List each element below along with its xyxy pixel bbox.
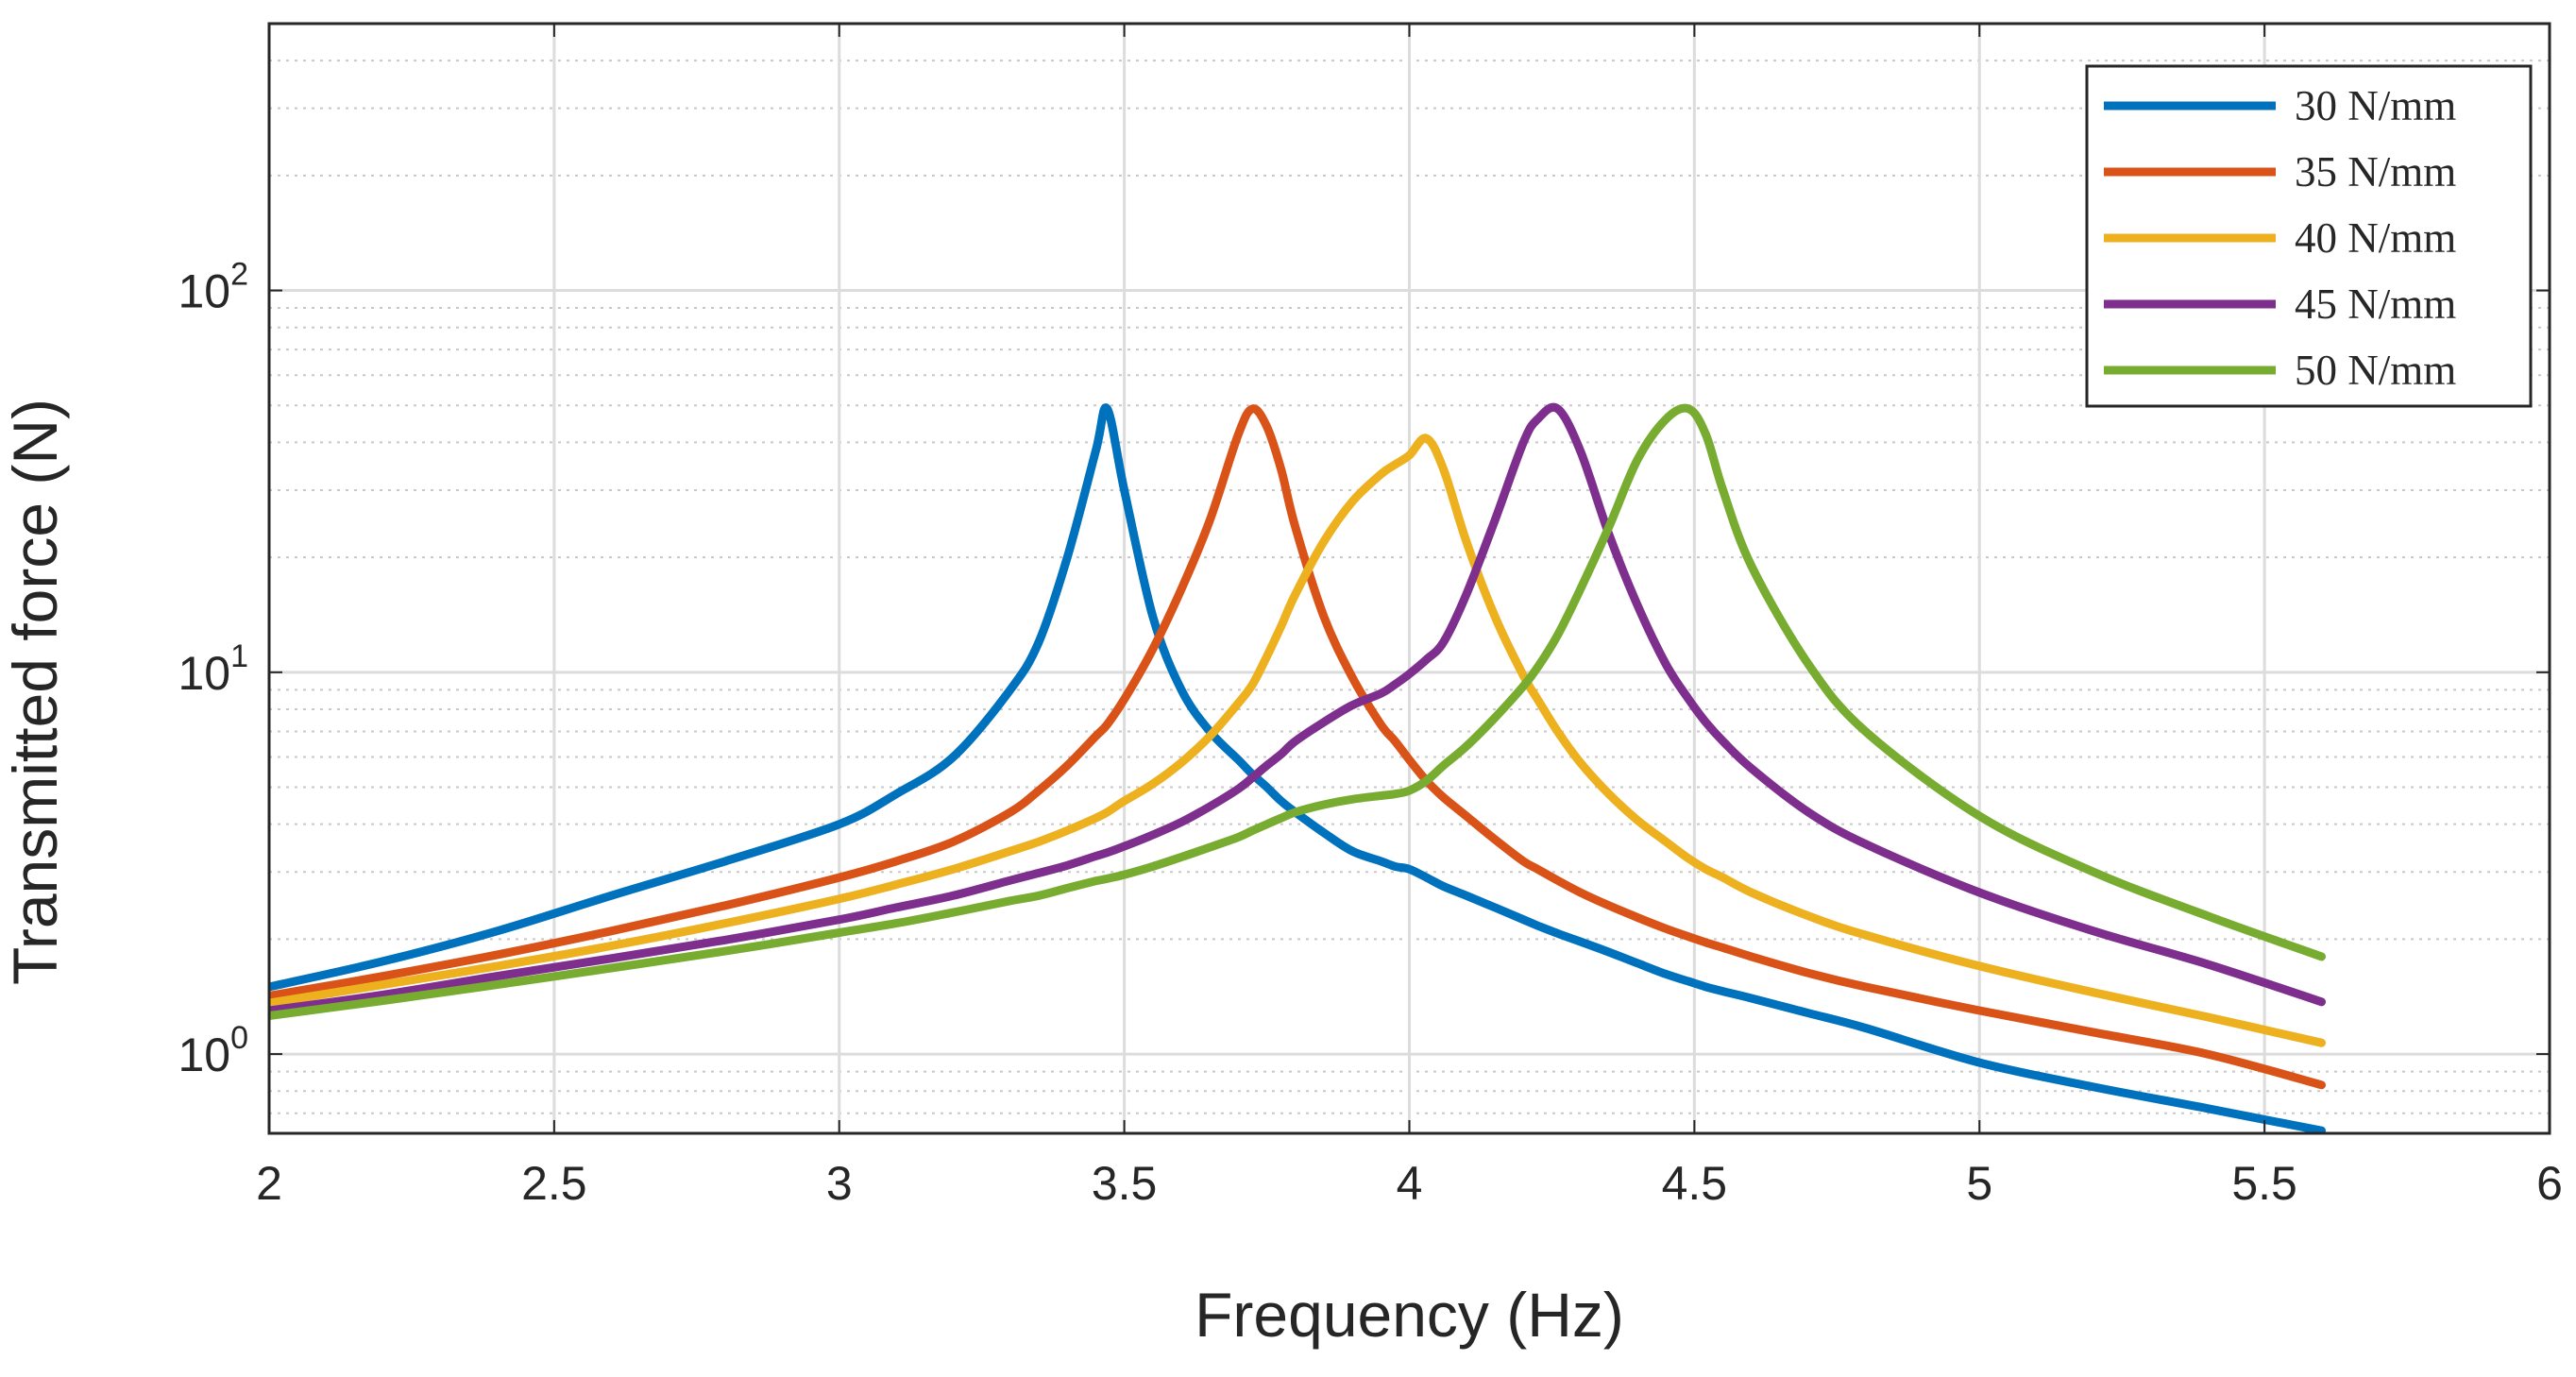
x-tick-label: 5.5	[2231, 1157, 2297, 1210]
legend-label: 35 N/mm	[2295, 148, 2456, 196]
series-line-30-n-mm	[269, 403, 2326, 1133]
x-tick-label: 4	[1397, 1157, 1423, 1210]
legend-label: 45 N/mm	[2295, 280, 2456, 328]
x-tick-label: 3	[826, 1157, 853, 1210]
legend-label: 40 N/mm	[2295, 214, 2456, 262]
x-tick-label: 4.5	[1662, 1157, 1728, 1210]
legend-label: 50 N/mm	[2295, 347, 2456, 394]
x-tick-label: 5	[1966, 1157, 1992, 1210]
axes	[267, 22, 2551, 1135]
series-line-35-n-mm	[269, 404, 2326, 1090]
x-tick-labels: 2 2.5 3 3.5 4 4.5 5 5.5 6	[256, 1157, 2563, 1210]
series-line-45-n-mm	[269, 402, 2326, 1015]
x-tick-label: 3.5	[1092, 1157, 1158, 1210]
series-line-40-n-mm	[269, 434, 2326, 1047]
x-tick-label: 2	[256, 1157, 282, 1210]
x-tick-label: 2.5	[521, 1157, 587, 1210]
x-tick-label: 6	[2536, 1157, 2563, 1210]
y-axis-title: Transmitted force (N)	[0, 399, 70, 985]
legend-label: 30 N/mm	[2295, 82, 2456, 129]
series-line-50-n-mm	[269, 403, 2326, 1020]
x-axis-title: Frequency (Hz)	[1195, 1280, 1624, 1350]
series-group	[269, 402, 2326, 1133]
legend: 30 N/mm 35 N/mm 40 N/mm 45 N/mm 50 N/mm	[2085, 64, 2533, 408]
